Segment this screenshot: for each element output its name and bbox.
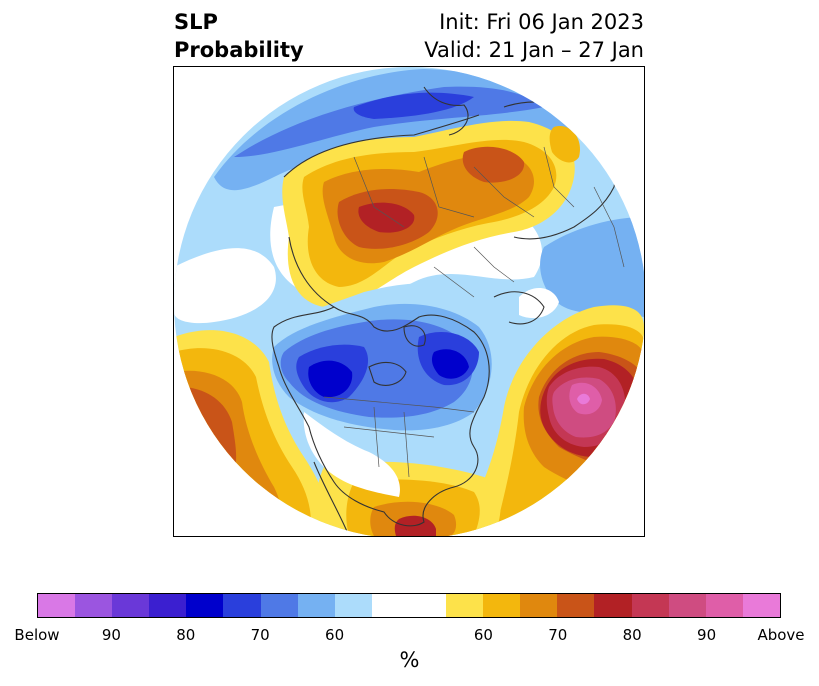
colorbar-segment-neutral	[371, 594, 447, 617]
map-panel	[173, 66, 645, 537]
colorbar-segment-below-7	[297, 594, 335, 617]
contour-blue-80-west	[308, 360, 353, 398]
colorbar-ticks: Below 90 80 70 60 60 70 80 90 Above	[14, 626, 804, 646]
contour-blue-80-east	[431, 349, 469, 379]
colorbar-segment-above-5	[631, 594, 669, 617]
title-left: SLP Probability	[174, 8, 304, 64]
colorbar-tick-label: 60	[325, 626, 345, 644]
colorbar-segment-above-3	[557, 594, 595, 617]
colorbar-segment-above-8	[742, 594, 780, 617]
colorbar-tick-label: 80	[176, 626, 196, 644]
contour-blue-80-north	[353, 92, 474, 119]
colorbar-tick-label: 90	[101, 626, 121, 644]
title-right: Init: Fri 06 Jan 2023 Valid: 21 Jan – 27…	[424, 8, 644, 64]
colorbar-label: %	[399, 648, 420, 672]
colorbar-segment-below-1	[75, 594, 113, 617]
contour-blue-70-north	[234, 86, 544, 157]
variable-title: SLP	[174, 10, 218, 34]
colorbar-segment-below-2	[112, 594, 150, 617]
colorbar-segment-below-0	[38, 594, 76, 617]
contour-yellow-65-northeast	[549, 126, 580, 163]
colorbar-tick-label: Above	[757, 626, 805, 644]
colorbar-segment-above-6	[668, 594, 706, 617]
colorbar-segment-above-0	[446, 594, 484, 617]
colorbar-segment-above-4	[594, 594, 632, 617]
colorbar-segment-above-1	[483, 594, 521, 617]
contour-above-atlantic	[577, 393, 590, 405]
colorbar-tick-label: 80	[622, 626, 642, 644]
init-date: Init: Fri 06 Jan 2023	[439, 10, 644, 34]
colorbar-segment-below-5	[223, 594, 261, 617]
country-borders	[323, 146, 625, 478]
colorbar-tick-label: 60	[473, 626, 493, 644]
colorbar	[37, 593, 781, 618]
variable-subtitle: Probability	[174, 38, 304, 62]
neutral-us-west	[303, 412, 400, 497]
colorbar-segment-above-2	[520, 594, 558, 617]
contour-darkorange-75-east	[462, 146, 525, 183]
colorbar-tick-label: Below	[14, 626, 60, 644]
colorbar-tick-label: 70	[250, 626, 270, 644]
neutral-east	[519, 287, 559, 319]
colorbar-segment-below-4	[186, 594, 224, 617]
colorbar-tick-label: 90	[697, 626, 717, 644]
colorbar-segment-below-8	[334, 594, 372, 617]
probability-map	[174, 67, 644, 536]
colorbar-segment-above-7	[705, 594, 743, 617]
valid-range: Valid: 21 Jan – 27 Jan	[424, 38, 644, 62]
neutral-left	[174, 248, 276, 324]
colorbar-segment-below-6	[260, 594, 298, 617]
colorbar-tick-label: 70	[548, 626, 568, 644]
colorbar-segment-below-3	[149, 594, 187, 617]
contour-red-80-siberia	[358, 202, 415, 233]
